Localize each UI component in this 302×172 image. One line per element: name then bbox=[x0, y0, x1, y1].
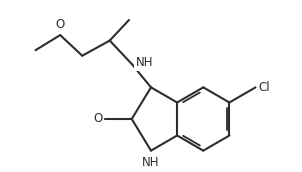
Text: NH: NH bbox=[136, 56, 153, 69]
Text: NH: NH bbox=[142, 156, 160, 169]
Text: O: O bbox=[56, 18, 65, 31]
Text: Cl: Cl bbox=[259, 81, 271, 94]
Text: O: O bbox=[94, 112, 103, 126]
